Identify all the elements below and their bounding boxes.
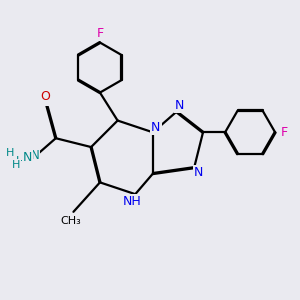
Text: CH₃: CH₃ (60, 216, 81, 226)
Text: O: O (39, 92, 49, 105)
Text: F: F (96, 27, 103, 40)
Text: N: N (151, 122, 160, 134)
Text: N: N (31, 149, 40, 162)
Text: F: F (280, 126, 287, 139)
Text: N: N (23, 151, 32, 164)
Text: O: O (40, 90, 50, 103)
Text: N: N (175, 99, 184, 112)
Text: H: H (16, 155, 25, 168)
Text: NH: NH (123, 195, 142, 208)
Text: N: N (194, 166, 203, 178)
Text: H: H (6, 148, 14, 158)
Text: H: H (12, 160, 20, 170)
